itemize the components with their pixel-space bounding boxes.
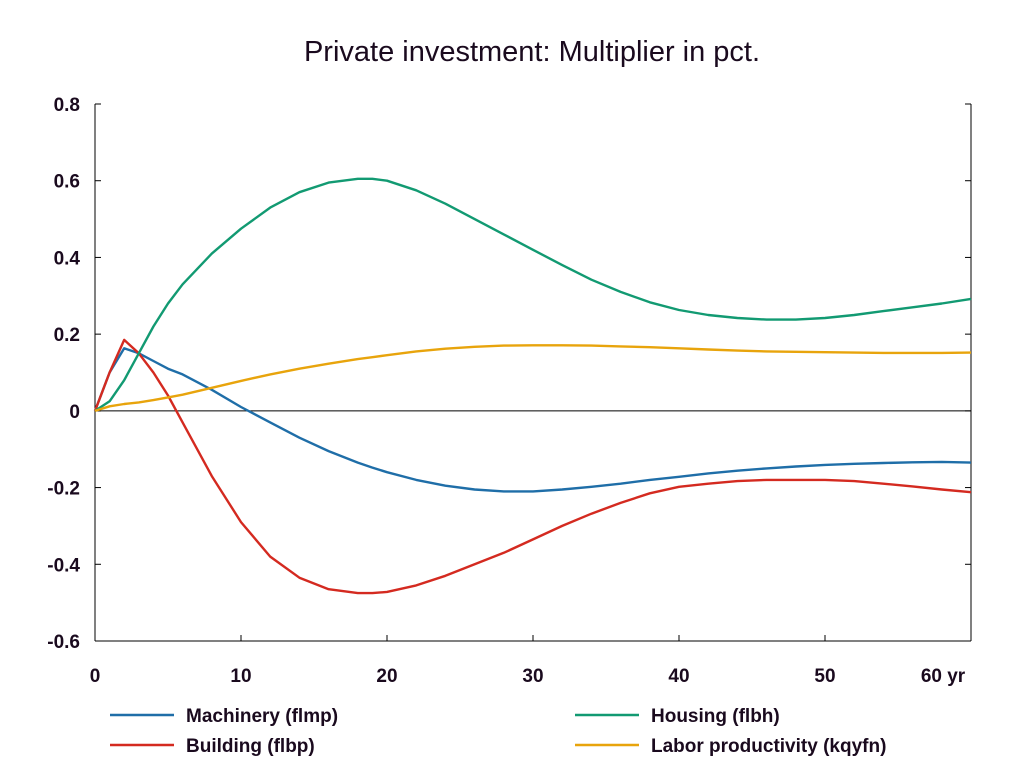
y-tick-label: -0.6 [47, 632, 80, 653]
y-tick-label: 0.4 [54, 248, 81, 269]
legend-label: Building (flbp) [186, 736, 315, 757]
x-tick-label: 30 [522, 666, 543, 687]
legend: Machinery (flmp) Building (flbp) Housing (… [110, 706, 886, 757]
series-line-4 [94, 344, 972, 413]
chart-title: Private investment: Multiplier in pct. [304, 36, 760, 68]
x-tick-label: 20 [376, 666, 397, 687]
x-tick-label: 0 [90, 666, 101, 687]
x-tick-label: 10 [230, 666, 251, 687]
x-tick-label: 40 [668, 666, 689, 687]
x-tick-label: 50 [814, 666, 835, 687]
y-tick-label: 0 [69, 402, 80, 423]
series-line-1 [93, 347, 972, 493]
y-tick-label: 0.2 [54, 325, 80, 346]
y-tick-label: 0.6 [54, 172, 80, 193]
legend-label: Machinery (flmp) [186, 706, 338, 727]
series-line-2 [93, 338, 972, 595]
legend-label: Housing (flbh) [651, 706, 780, 727]
y-tick-label: 0.8 [54, 95, 80, 116]
y-tick-label: -0.4 [47, 555, 80, 576]
series-layer [93, 177, 972, 595]
series-line-3 [94, 177, 972, 412]
x-tick-label: 60 yr [921, 666, 966, 687]
legend-label: Labor productivity (kqyfn) [651, 736, 886, 757]
plot-area: 0.8 0.6 0.4 0.2 0 -0.2 -0.4 -0.6 0 10 20 30 40 50 60 y… [47, 95, 972, 687]
y-tick-label: -0.2 [47, 479, 80, 500]
